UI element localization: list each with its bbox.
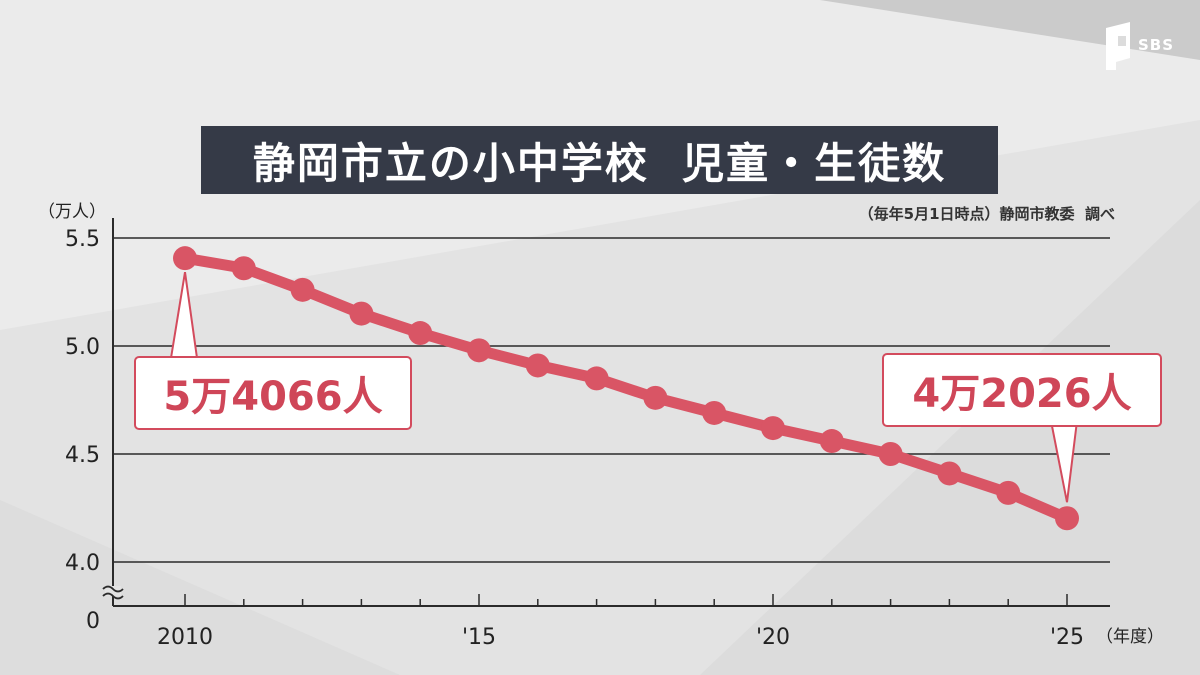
- data-point: [467, 338, 491, 363]
- axis-break-wave: [102, 585, 124, 593]
- axis-break-wave: [102, 592, 124, 600]
- y-tick-label: 0: [86, 609, 100, 634]
- y-tick-label: 5.5: [65, 227, 100, 252]
- grid-lines: [113, 237, 1110, 563]
- data-point: [290, 277, 315, 302]
- data-point: [761, 416, 785, 441]
- axis-break-gap: [105, 586, 121, 596]
- data-point: [349, 301, 374, 326]
- x-tick-label: 2010: [157, 625, 213, 650]
- callout-end-pointer: [1049, 420, 1079, 503]
- y-tick-label: 5.0: [65, 335, 100, 360]
- sbs-logo-mark-icon: [1106, 22, 1130, 70]
- sbs-logo: SBS: [1096, 22, 1186, 72]
- data-point: [819, 429, 844, 454]
- data-point: [584, 366, 609, 391]
- data-point: [525, 353, 550, 378]
- tick-labels: 5.5 5.0 4.5 4.0 0 2010 '15 '20 '25: [65, 227, 1084, 650]
- x-tick-label: '15: [462, 625, 496, 650]
- axes: [102, 218, 1110, 607]
- chart-title: 静岡市立の小中学校 児童・生徒数: [201, 126, 998, 194]
- x-tick-label: '25: [1050, 625, 1084, 650]
- data-point: [878, 442, 903, 466]
- data-point: [173, 246, 197, 271]
- series-line: [179, 252, 1073, 524]
- data-point: [408, 321, 433, 346]
- data-point: [1055, 506, 1079, 531]
- callout-end-value: 4万2026人: [882, 353, 1162, 427]
- x-tick-label: '20: [756, 625, 790, 650]
- y-tick-label: 4.0: [65, 551, 100, 576]
- y-axis-unit: （万人）: [38, 202, 106, 222]
- data-point: [937, 461, 962, 486]
- data-point: [231, 256, 256, 281]
- data-point: [996, 480, 1021, 505]
- callout-start-value: 5万4066人: [134, 356, 412, 430]
- sbs-logo-text: SBS: [1138, 36, 1175, 54]
- data-points: [173, 246, 1079, 531]
- axis-break-icon: [102, 585, 124, 600]
- data-point: [643, 385, 668, 410]
- source-note: （毎年5月1日時点）静岡市教委 調べ: [858, 205, 1115, 223]
- x-axis-unit: （年度）: [1096, 627, 1164, 647]
- data-point: [702, 400, 727, 425]
- series-line-path: [179, 252, 1073, 524]
- y-tick-label: 4.5: [65, 443, 100, 468]
- callout-start-pointer: [169, 272, 199, 359]
